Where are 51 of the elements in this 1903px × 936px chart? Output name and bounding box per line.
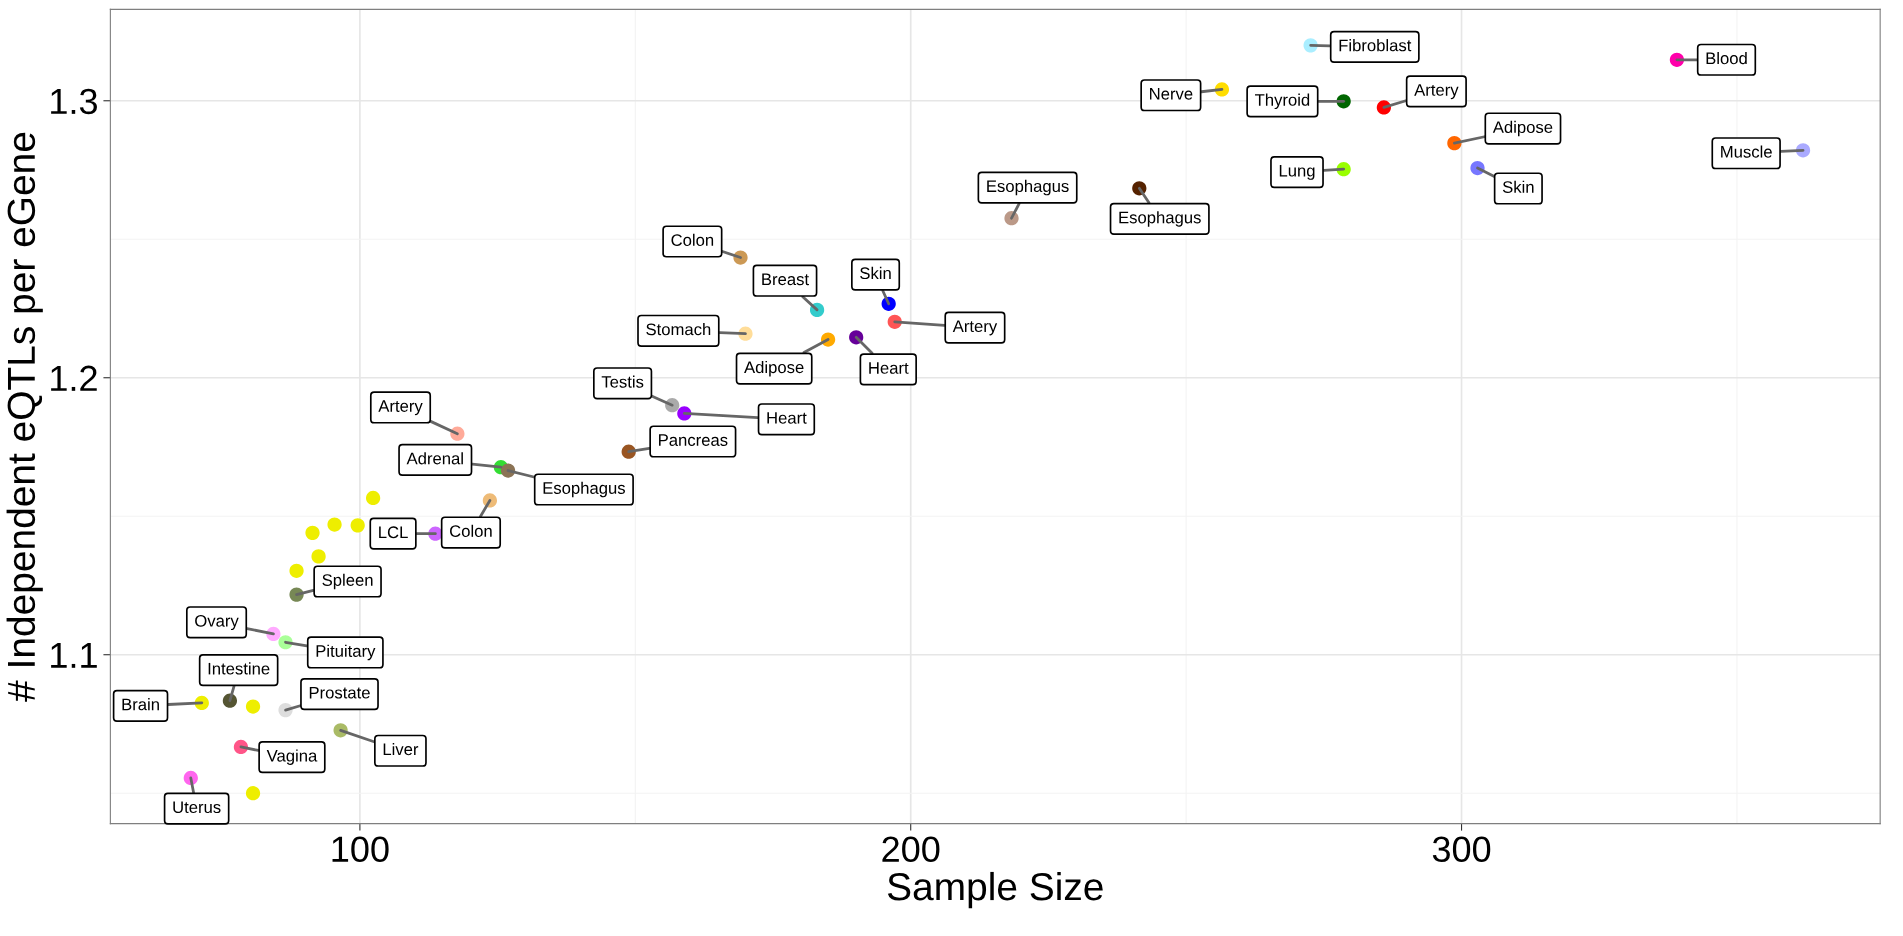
annotation: Esophagus	[543, 481, 625, 498]
x-tick-label: 200	[882, 836, 940, 863]
annotation: Testis	[601, 375, 644, 388]
annotation: Artery	[1414, 84, 1459, 100]
annotation: Colon	[450, 524, 492, 537]
annotation: Brain	[122, 698, 159, 711]
point	[350, 518, 365, 533]
point	[245, 786, 261, 801]
y-axis-title: # Independent eQTLs per eGene	[6, 132, 43, 702]
annotation: Spleen	[322, 573, 373, 590]
annotation: Adipose	[1492, 120, 1553, 137]
annotation: Muscle	[1721, 145, 1772, 158]
annotation: Adipose	[744, 360, 804, 377]
y-tick-label: 1.1	[51, 642, 97, 668]
annotation: Liver	[383, 742, 419, 756]
point	[305, 525, 320, 540]
annotation: Lung	[1279, 164, 1315, 180]
annotation: Fibroblast	[1339, 39, 1412, 52]
y-tick-label: 1.3	[51, 88, 97, 115]
point	[289, 563, 304, 578]
annotation: Ovary	[195, 614, 239, 631]
annotation: Artery	[952, 320, 998, 336]
annotation: Skin	[860, 266, 891, 280]
annotation: Nerve	[1150, 88, 1193, 100]
annotation: LCL	[379, 526, 408, 539]
annotation: Vagina	[266, 749, 318, 765]
x-axis-title: Sample Size	[887, 871, 1103, 909]
point	[311, 549, 326, 564]
point	[245, 699, 261, 714]
annotation: Adrenal	[406, 452, 463, 465]
annotation: Pituitary	[316, 644, 376, 661]
annotation: Prostate	[309, 686, 370, 699]
annotation: Heart	[767, 412, 807, 424]
y-tick-label: 1.2	[51, 365, 97, 391]
annotation: Esophagus	[987, 179, 1069, 196]
annotation: Blood	[1706, 52, 1747, 65]
point	[366, 490, 381, 506]
annotation: Artery	[378, 400, 423, 416]
annotation: Skin	[1502, 180, 1534, 193]
annotation: Uterus	[173, 801, 221, 814]
annotation: Intestine	[208, 662, 270, 675]
annotation: Stomach	[646, 323, 711, 336]
annotation: Heart	[869, 362, 909, 374]
annotation: Colon	[671, 233, 714, 246]
point	[327, 517, 342, 532]
annotation: Breast	[762, 273, 809, 286]
annotation: Thyroid	[1255, 93, 1310, 110]
annotation: Esophagus	[1119, 211, 1201, 227]
x-tick-label: 100	[332, 836, 389, 863]
annotation: Pancreas	[659, 434, 728, 446]
x-tick-label: 300	[1432, 836, 1491, 863]
